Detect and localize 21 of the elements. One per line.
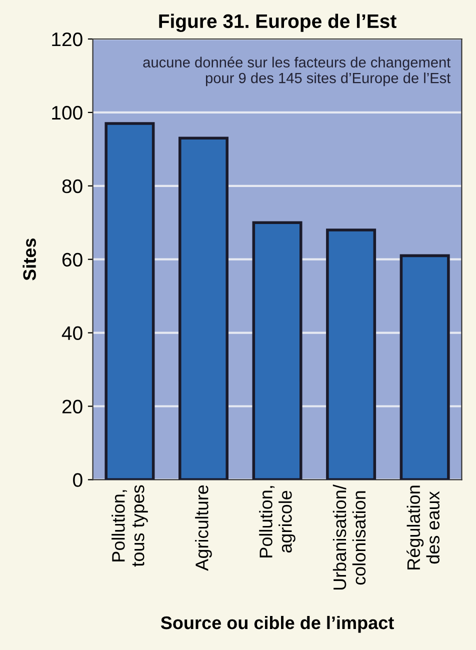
annotation: aucune donnée sur les facteurs de changement pour 9 des 145 sites d’Europe de l’Est <box>143 56 451 86</box>
bar <box>252 221 302 480</box>
x-tick-label: Agriculture <box>195 485 212 571</box>
y-tick-label: 80 <box>62 179 82 194</box>
y-tick-label: 40 <box>62 326 82 340</box>
x-tick-label: Urbanisation/ colonisation <box>332 484 366 590</box>
x-tick-label: Pollution, agricole <box>259 486 296 558</box>
y-tick-label: 120 <box>52 32 82 46</box>
bar <box>104 122 155 480</box>
bar <box>400 254 450 480</box>
y-axis-title: Sites <box>22 238 36 280</box>
y-tick-label: 20 <box>62 400 82 414</box>
y-tick-label: 100 <box>52 106 82 120</box>
y-tick-label: 60 <box>62 252 82 267</box>
chart-title: Figure 31. Europe de l’Est <box>159 14 396 32</box>
x-axis-title: Source ou cible de l’impact <box>160 616 394 633</box>
x-tick-label: Pollution, tous types <box>112 485 148 567</box>
y-tick-label: 0 <box>73 473 82 487</box>
x-tick-label: Régulation des eaux <box>406 486 440 570</box>
bar <box>326 228 376 480</box>
bar <box>178 136 228 480</box>
